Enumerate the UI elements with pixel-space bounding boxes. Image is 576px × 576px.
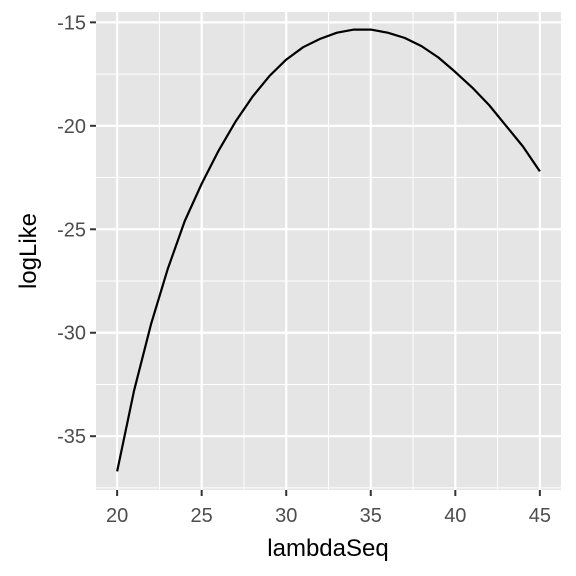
- x-tick-label: 35: [360, 505, 382, 527]
- x-tick-label: 30: [275, 505, 297, 527]
- series-line: [116, 28, 541, 472]
- y-axis-tick-labels: -35 -30 -25 -20 -15: [57, 12, 86, 448]
- x-tick-label: 20: [106, 505, 128, 527]
- y-tick-label: -15: [57, 12, 86, 34]
- x-axis-ticks: [116, 490, 541, 496]
- x-tick-label: 25: [191, 505, 213, 527]
- minor-gridlines: [96, 12, 561, 490]
- y-tick-label: -25: [57, 219, 86, 241]
- y-tick-label: -20: [57, 116, 86, 138]
- x-axis-title: lambdaSeq: [267, 535, 388, 562]
- x-tick-label: 40: [444, 505, 466, 527]
- major-gridlines: [96, 12, 561, 490]
- y-tick-label: -30: [57, 323, 86, 345]
- x-tick-label: 45: [529, 505, 551, 527]
- x-axis-tick-labels: 20 25 30 35 40 45: [106, 505, 551, 527]
- y-axis-title: logLike: [15, 213, 42, 289]
- y-tick-label: -35: [57, 426, 86, 448]
- y-axis-ticks: [90, 21, 96, 438]
